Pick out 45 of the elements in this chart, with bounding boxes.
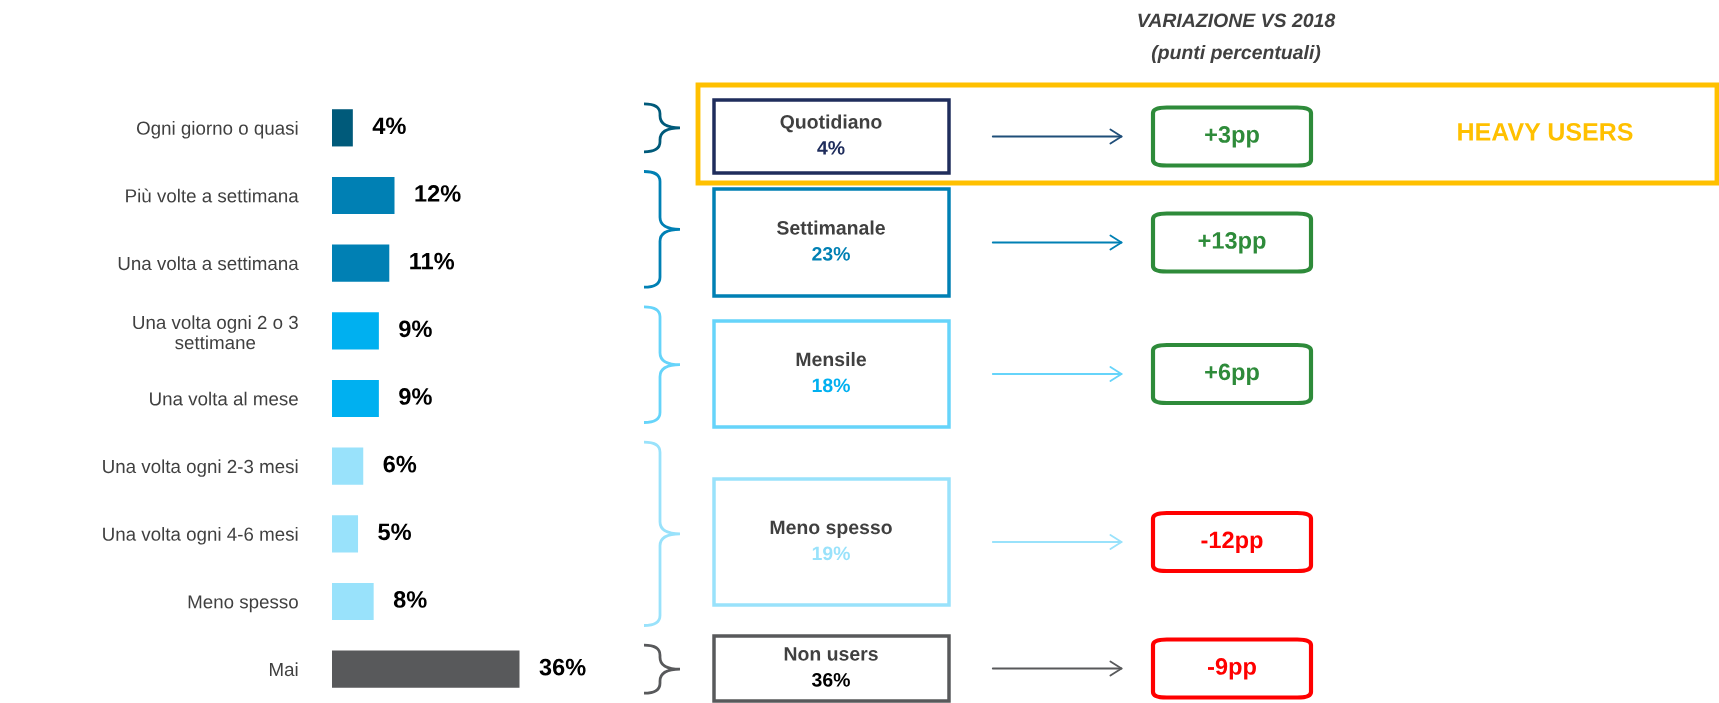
data-label: 11% [410, 252, 455, 270]
text: -9pp [1208, 658, 1256, 680]
text: 4% [817, 141, 845, 155]
y-tick-label: Una volta al mese [150, 391, 298, 406]
bar [332, 650, 520, 688]
bar [332, 379, 379, 418]
text: +6pp [1205, 363, 1259, 385]
text: Quotidiano [780, 114, 882, 133]
data-label: 12% [415, 185, 461, 202]
y-tick-label: Più volte a settimana [126, 188, 299, 203]
bar [332, 109, 353, 147]
data-label: 9% [399, 388, 432, 405]
text: 19% [812, 546, 850, 561]
data-label: 4% [372, 117, 406, 135]
y-tick-label: Ogni giorno o quasi [136, 121, 298, 139]
bar [332, 312, 379, 350]
bar [332, 582, 374, 621]
text: HEAVY USERS [1458, 123, 1633, 141]
y-tick-label: Una volta ogni 2 o 3 settimane [133, 315, 298, 350]
data-label: 8% [393, 591, 427, 608]
text: +13pp [1198, 232, 1266, 254]
text: 23% [812, 246, 850, 261]
data-label: 36% [539, 658, 586, 676]
data-label: 9% [399, 320, 432, 338]
data-label: 5% [378, 523, 411, 541]
y-tick-label: Una volta a settimana [118, 256, 299, 271]
text: Mensile [796, 351, 866, 367]
text: 36% [811, 672, 850, 687]
text: +3pp [1205, 126, 1259, 148]
text: Meno spesso [770, 520, 892, 539]
y-tick-label: Una volta ogni 2-3 mesi [103, 459, 298, 477]
text: 18% [812, 378, 850, 393]
text: (punti percentuali) [1151, 44, 1321, 64]
bar [332, 447, 364, 485]
text: Settimanale [776, 220, 885, 235]
bar [332, 515, 359, 553]
text: -12pp [1201, 531, 1263, 554]
data-label: 6% [383, 455, 417, 473]
bar [332, 244, 390, 282]
y-tick-label: Una volta ogni 4-6 mesi [103, 527, 298, 545]
y-tick-label: Meno spesso [188, 595, 298, 613]
bar [332, 176, 395, 215]
text: Non users [784, 647, 878, 661]
y-tick-label: Mai [269, 662, 298, 677]
text: VARIAZIONE VS 2018 [1138, 13, 1336, 28]
